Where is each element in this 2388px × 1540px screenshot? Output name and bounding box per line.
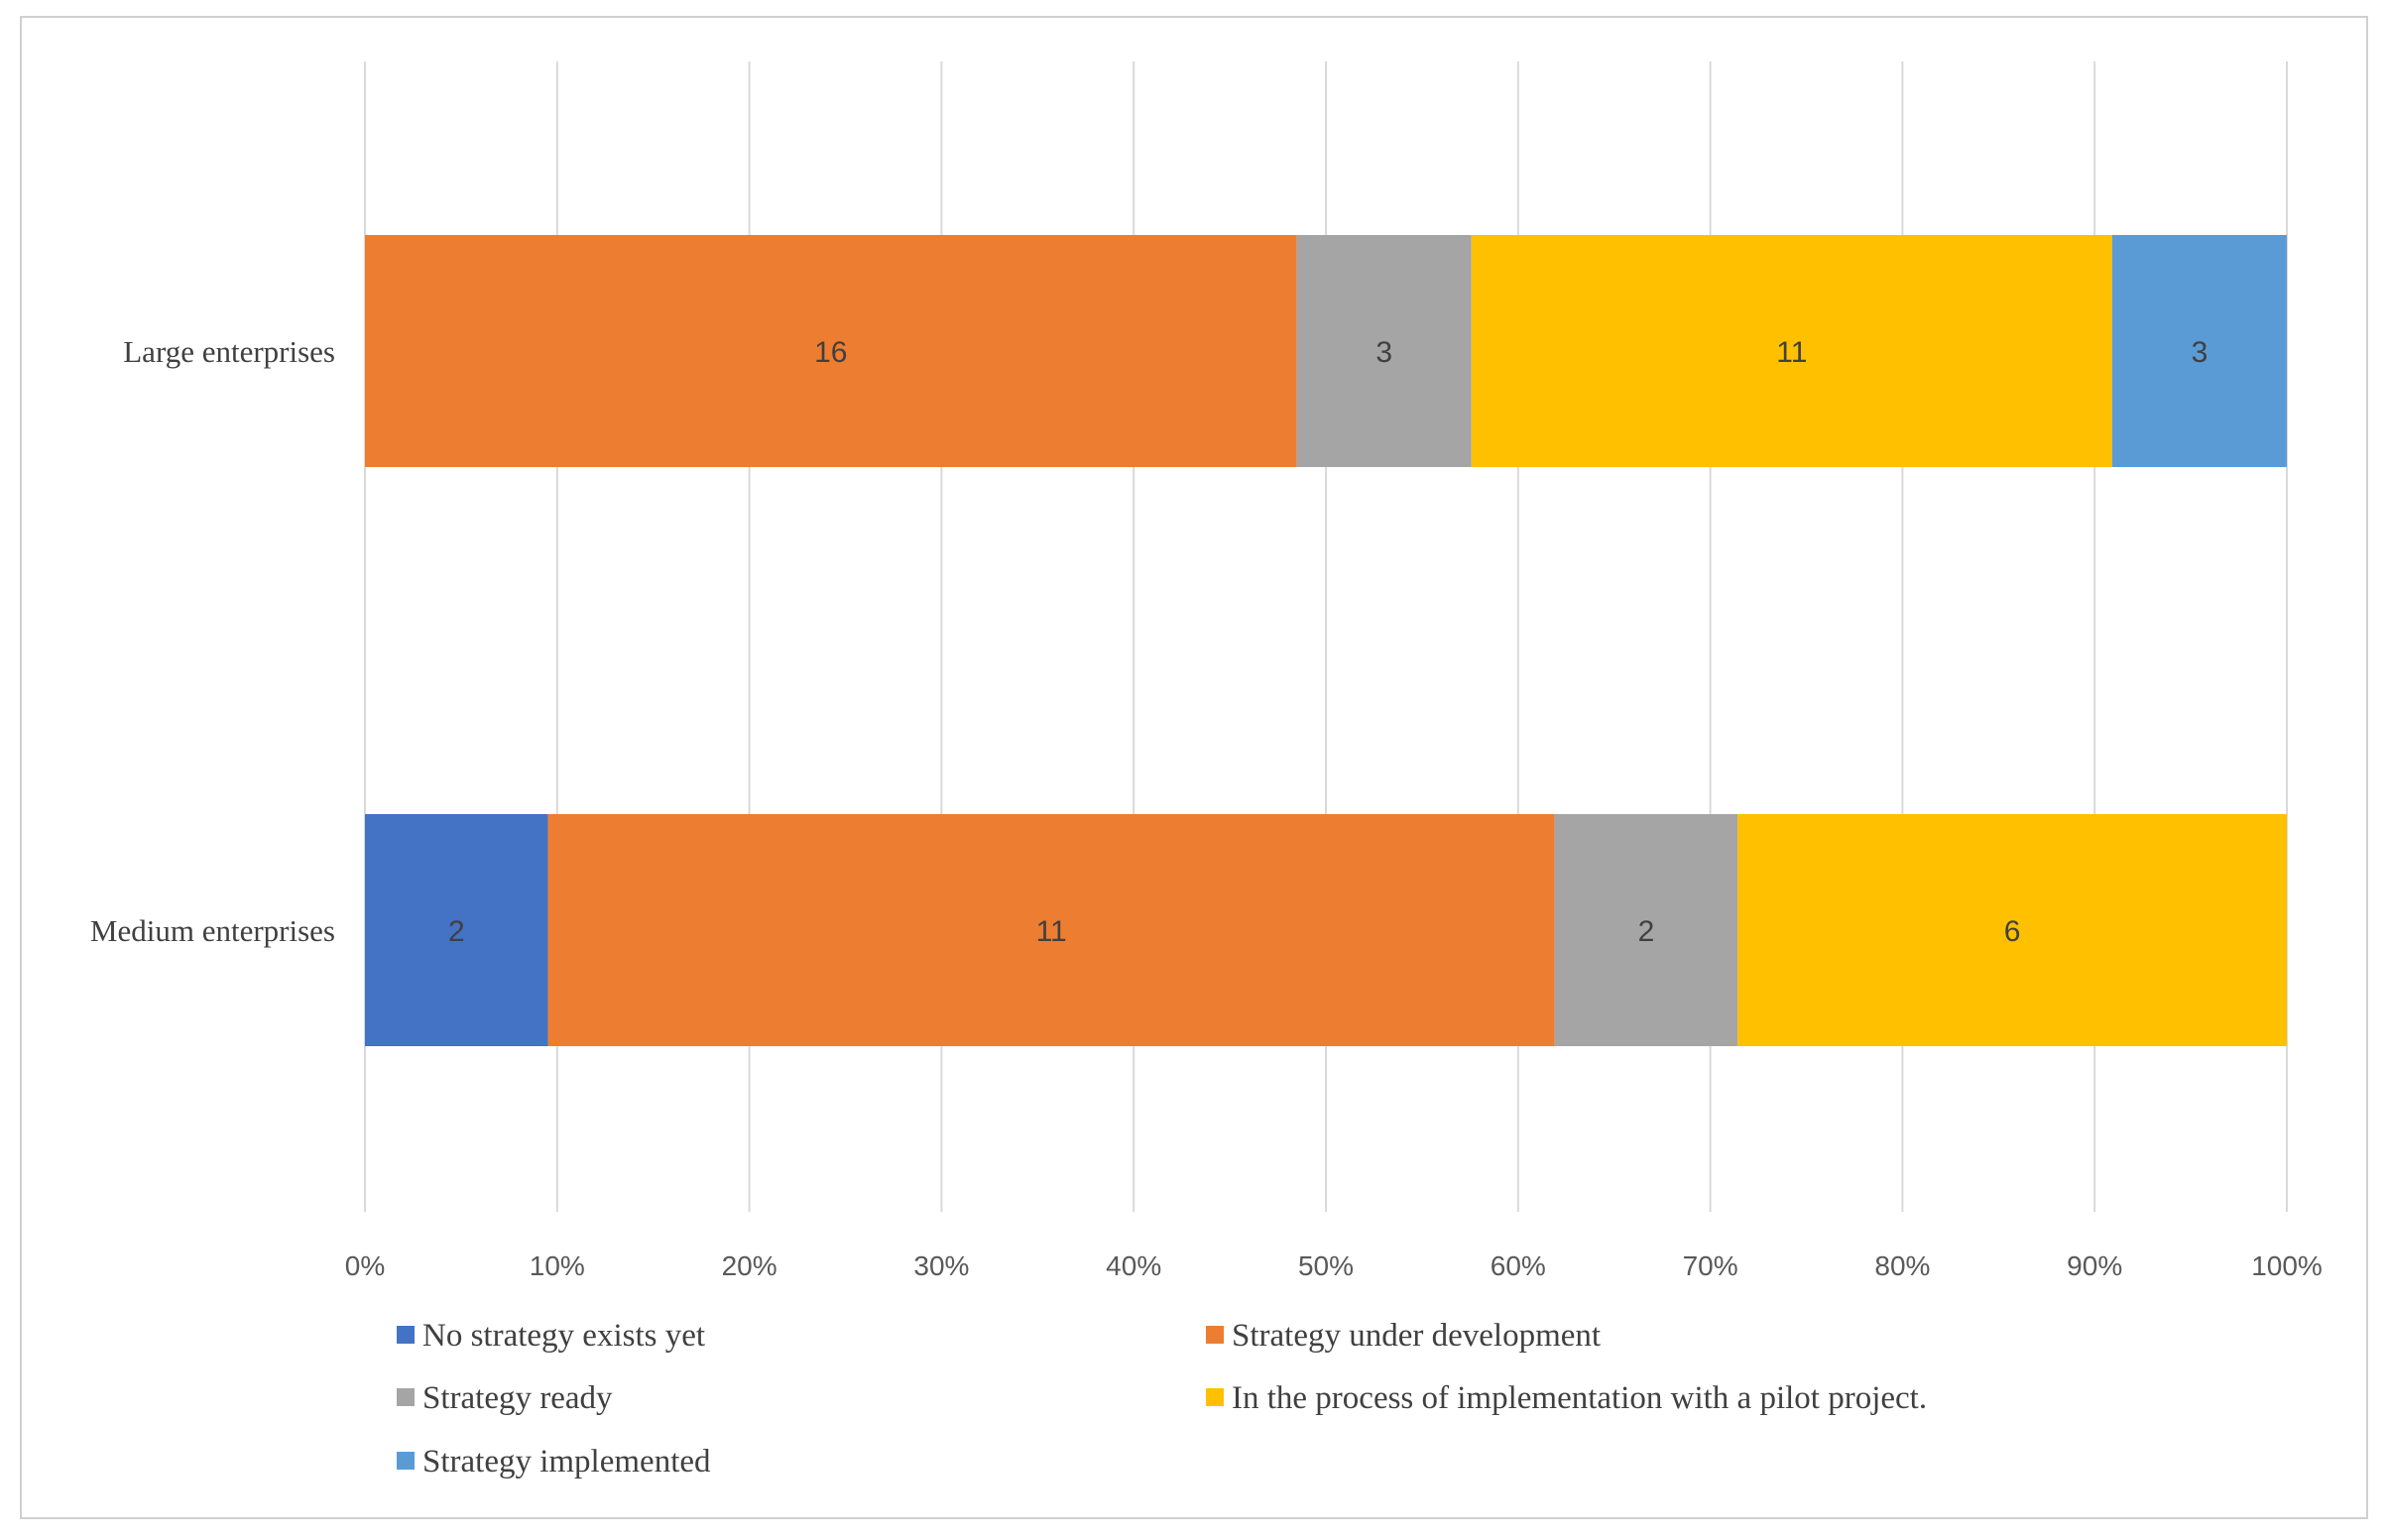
- legend-label-strategy-implemented: Strategy implemented: [422, 1444, 711, 1480]
- category-label-large-enterprises: Large enterprises: [123, 334, 335, 369]
- bars: [365, 235, 2287, 1046]
- x-tick-label: 60%: [1491, 1250, 1546, 1281]
- x-axis-ticks: 0% 10% 20% 30% 40% 50% 60% 70% 80% 90% 100%: [345, 1250, 2323, 1281]
- category-labels: Large enterprises Medium enterprises: [90, 334, 335, 948]
- data-label: 3: [1375, 336, 1392, 369]
- data-label: 2: [448, 915, 465, 948]
- bar-medium-enterprises-strategy-under-development: [547, 814, 1555, 1046]
- x-tick-label: 90%: [2067, 1250, 2122, 1281]
- data-labels: 16 3 11 3 2 11 2 6: [448, 336, 2208, 948]
- legend-label-strategy-ready: Strategy ready: [422, 1380, 613, 1416]
- bar-medium-enterprises-strategy-ready: [1554, 814, 1738, 1046]
- legend-swatch-strategy-under-development: [1206, 1326, 1224, 1344]
- bar-large-enterprises-in-the-process-of-implementation-with-a-pilot-project: [1471, 235, 2112, 467]
- legend-label-in-the-process-of-implementation-with-a-pilot-project: In the process of implementation with a …: [1232, 1380, 1927, 1416]
- x-tick-label: 30%: [913, 1250, 969, 1281]
- x-tick-label: 10%: [530, 1250, 585, 1281]
- data-label: 11: [1036, 915, 1067, 948]
- x-tick-label: 80%: [1874, 1250, 1930, 1281]
- bar-medium-enterprises-in-the-process-of-implementation-with-a-pilot-project: [1737, 814, 2287, 1046]
- category-label-medium-enterprises: Medium enterprises: [90, 913, 335, 948]
- x-tick-label: 20%: [722, 1250, 777, 1281]
- x-tick-label: 100%: [2251, 1250, 2323, 1281]
- data-label: 2: [1638, 915, 1655, 948]
- bar-large-enterprises-strategy-under-development: [365, 235, 1297, 467]
- data-label: 6: [2004, 915, 2021, 948]
- x-tick-label: 70%: [1683, 1250, 1738, 1281]
- x-tick-label: 40%: [1106, 1250, 1161, 1281]
- legend-label-no-strategy-exists-yet: No strategy exists yet: [422, 1318, 705, 1354]
- legend: No strategy exists yet Strategy under dev…: [397, 1318, 1927, 1480]
- x-tick-label: 0%: [345, 1250, 385, 1281]
- bar-large-enterprises-strategy-implemented: [2111, 235, 2287, 467]
- x-tick-label: 50%: [1298, 1250, 1354, 1281]
- bar-medium-enterprises-no-strategy-exists-yet: [365, 814, 548, 1046]
- legend-swatch-strategy-ready: [397, 1388, 415, 1406]
- legend-swatch-in-the-process-of-implementation-with-a-pilot-project: [1206, 1388, 1224, 1406]
- data-label: 11: [1776, 336, 1807, 369]
- legend-swatch-strategy-implemented: [397, 1452, 415, 1470]
- data-label: 3: [2192, 336, 2209, 369]
- legend-swatch-no-strategy-exists-yet: [397, 1326, 415, 1344]
- legend-label-strategy-under-development: Strategy under development: [1232, 1318, 1601, 1354]
- bar-large-enterprises-strategy-ready: [1296, 235, 1472, 467]
- data-label: 16: [814, 336, 847, 369]
